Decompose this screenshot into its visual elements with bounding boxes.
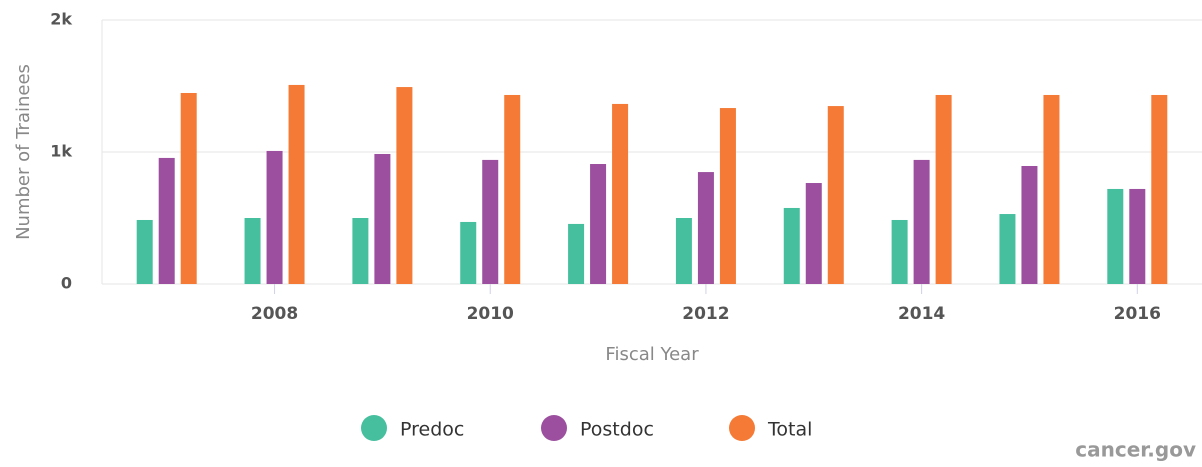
bar: [1043, 94, 1060, 284]
bar: [935, 94, 952, 284]
x-tick-label: 2010: [467, 304, 514, 324]
bar: [504, 94, 521, 284]
y-tick-label: 0: [61, 274, 72, 293]
x-tick-label: 2008: [251, 304, 298, 324]
bar: [266, 150, 283, 284]
bar: [1151, 94, 1168, 284]
y-tick-label: 1k: [50, 142, 72, 161]
bar: [482, 159, 499, 284]
bar: [352, 218, 369, 284]
x-tick-label: 2016: [1114, 304, 1161, 324]
bar: [396, 87, 413, 284]
legend-label: Predoc: [400, 419, 464, 441]
bar: [891, 219, 908, 284]
bar: [675, 218, 692, 284]
bar: [999, 214, 1016, 284]
bar: [1021, 165, 1038, 284]
credit: cancer.gov: [1075, 438, 1196, 462]
y-axis-title: Number of Trainees: [13, 64, 34, 240]
bar: [805, 183, 822, 284]
bar: [180, 92, 197, 284]
bar: [136, 219, 153, 284]
bar: [612, 103, 629, 285]
bar: [460, 221, 477, 284]
bar: [288, 84, 305, 284]
legend-label: Postdoc: [580, 419, 654, 441]
x-axis-title: Fiscal Year: [605, 344, 699, 365]
legend-marker: [729, 415, 755, 441]
bar: [244, 218, 261, 284]
bar: [913, 159, 930, 284]
bar: [158, 157, 175, 284]
bar: [568, 223, 585, 284]
x-tick-label: 2014: [898, 304, 945, 324]
bar: [590, 164, 607, 284]
legend-marker: [541, 415, 567, 441]
legend-marker: [361, 415, 387, 441]
bar: [719, 108, 736, 284]
bar: [827, 106, 844, 285]
legend-label: Total: [767, 419, 812, 441]
bar: [783, 207, 800, 284]
bar: [1107, 188, 1124, 284]
bar: [1129, 188, 1146, 284]
x-tick-label: 2012: [682, 304, 729, 324]
bar: [374, 153, 391, 284]
bar: [697, 172, 714, 284]
y-tick-label: 2k: [50, 10, 72, 29]
